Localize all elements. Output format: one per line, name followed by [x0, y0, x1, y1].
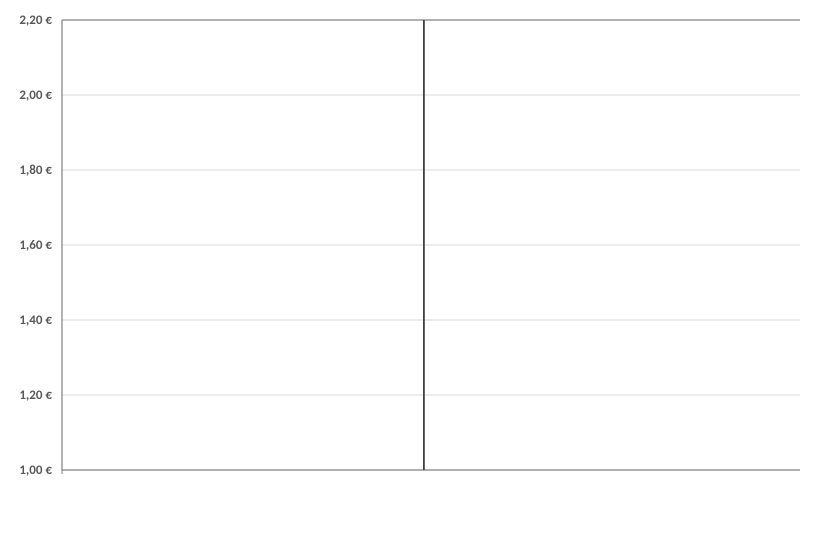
y-tick-label: 2,20 €	[19, 13, 52, 28]
price-chart: 1,00 € 1,20 € 1,40 € 1,60 € 1,80 € 2,00 € 2,20…	[0, 0, 820, 540]
y-tick-label: 2,00 €	[19, 88, 52, 103]
y-tick-label: 1,20 €	[19, 388, 52, 403]
y-tick-label: 1,40 €	[19, 313, 52, 328]
y-tick-label: 1,60 €	[19, 238, 52, 253]
y-tick-label: 1,00 €	[19, 463, 52, 478]
y-tick-label: 1,80 €	[19, 163, 52, 178]
